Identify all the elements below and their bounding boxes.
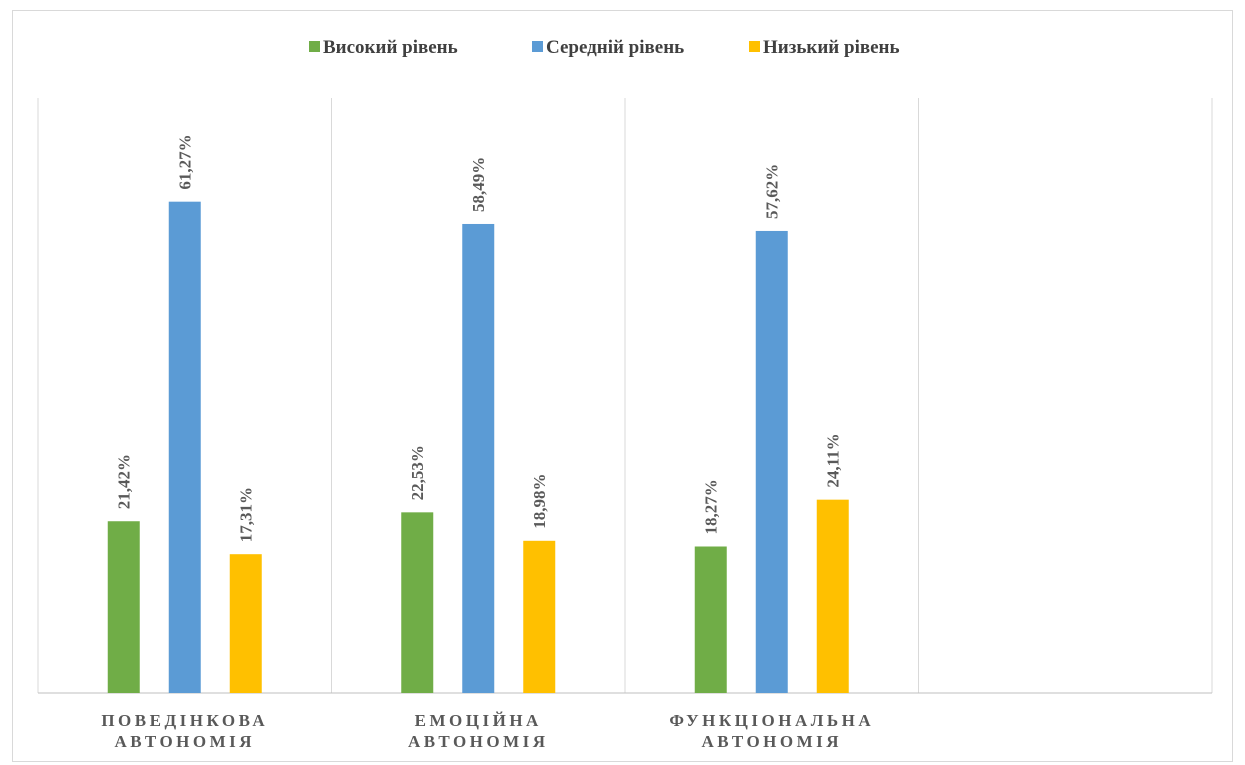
bar-2-1 — [168, 201, 201, 693]
category-label: АВТОНОМІЯ — [114, 732, 255, 751]
bar-1-3 — [694, 546, 727, 693]
data-label: 57,62% — [763, 164, 782, 219]
bar-3-2 — [523, 540, 556, 693]
legend-marker — [532, 41, 543, 52]
bar-1-2 — [401, 512, 434, 693]
data-label: 18,27% — [702, 479, 721, 534]
legend-entry: Високий рівень — [323, 37, 458, 58]
legend-marker — [309, 41, 320, 52]
category-label: ПОВЕДІНКОВА — [101, 711, 268, 730]
chart-frame — [12, 10, 1233, 762]
data-label: 58,49% — [469, 157, 488, 212]
legend-entry: Середній рівень — [546, 37, 684, 58]
data-label: 61,27% — [176, 134, 195, 189]
category-label: ЕМОЦІЙНА — [415, 711, 542, 730]
bar-1-1 — [107, 521, 140, 693]
data-label: 17,31% — [237, 487, 256, 542]
bar-3-1 — [229, 554, 262, 693]
category-label: АВТОНОМІЯ — [701, 732, 842, 751]
data-label: 24,11% — [824, 433, 843, 487]
category-label: ФУНКЦІОНАЛЬНА — [669, 711, 874, 730]
data-label: 21,42% — [115, 454, 134, 509]
bar-2-2 — [462, 223, 495, 693]
legend-marker — [749, 41, 760, 52]
category-label: АВТОНОМІЯ — [408, 732, 549, 751]
legend-entry: Низький рівень — [763, 37, 900, 58]
data-label: 22,53% — [408, 445, 427, 500]
bar-2-3 — [755, 230, 788, 694]
bar-3-3 — [816, 499, 849, 693]
data-label: 18,98% — [530, 474, 549, 529]
